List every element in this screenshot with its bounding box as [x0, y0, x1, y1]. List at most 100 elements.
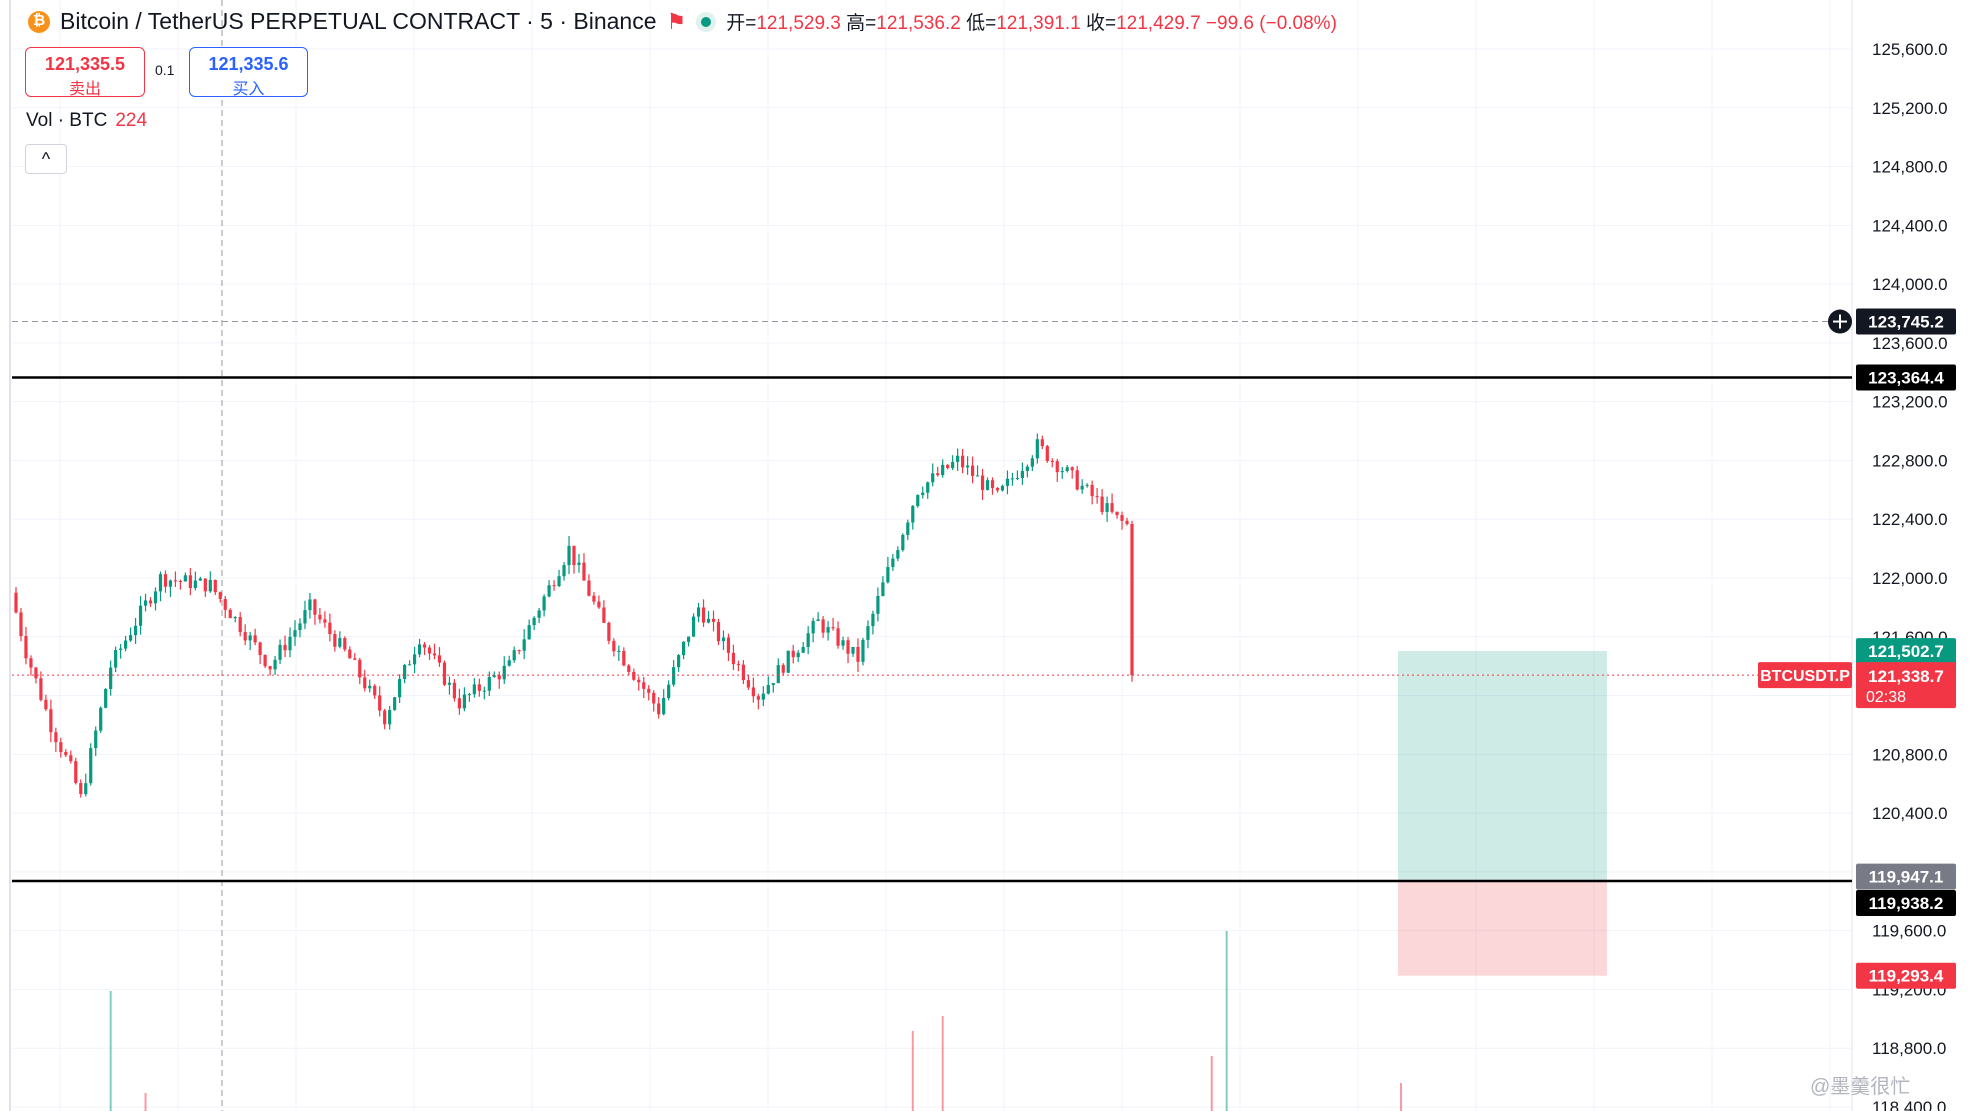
candle-body [1115, 511, 1119, 516]
candle-body [398, 679, 402, 698]
candle-body [318, 614, 322, 620]
price-tick-label: 123,200.0 [1872, 393, 1948, 412]
buy-button[interactable]: 121,335.6 买入 [189, 47, 308, 98]
candle-body [308, 599, 312, 611]
candle-body [238, 617, 242, 633]
symbol-title[interactable]: Bitcoin / TetherUS PERPETUAL CONTRACT · … [60, 8, 657, 34]
candle-body [970, 465, 975, 476]
candle-body [806, 633, 810, 648]
candle-body [821, 619, 825, 633]
line-price-label-bg [1856, 364, 1956, 391]
current-price-bg [1856, 662, 1956, 709]
candle-body [826, 627, 830, 633]
candle-body [323, 619, 327, 623]
candle-body [936, 473, 940, 476]
candle-body [268, 666, 272, 670]
candle-body [602, 607, 606, 623]
line-price-label: 123,364.4 [1868, 369, 1944, 388]
candle-body [378, 695, 382, 711]
candle-body [896, 550, 900, 559]
candle-body [921, 492, 925, 496]
candle-body [54, 732, 58, 743]
candle-body [926, 482, 930, 493]
candle-body [1045, 446, 1049, 462]
candle-body [736, 664, 741, 666]
candle-body [1005, 478, 1010, 486]
position-stop-zone [1398, 879, 1607, 976]
candle-body [487, 676, 491, 691]
candle-body [527, 625, 531, 640]
candle-body [427, 647, 432, 654]
candle-body [417, 644, 422, 655]
price-tick-label: 122,000.0 [1872, 569, 1948, 588]
candle-body [253, 635, 257, 643]
candle-body [14, 592, 18, 613]
candle-body [34, 667, 38, 679]
candle-body [74, 761, 78, 783]
candle-body [951, 461, 955, 469]
candle-body [1015, 478, 1020, 480]
candle-body [741, 664, 745, 681]
candle-body [667, 684, 671, 699]
candle-body [258, 642, 262, 655]
stop-price-label-bg [1856, 962, 1956, 989]
candle-body [338, 638, 342, 647]
crosshair-price-label-bg [1856, 308, 1956, 335]
candle-body [124, 640, 128, 649]
candle-body [39, 678, 43, 700]
price-tick-label: 124,000.0 [1872, 275, 1948, 294]
candle-body [512, 650, 516, 661]
candle-body [403, 664, 407, 680]
candle-body [104, 689, 108, 708]
candle-body [24, 636, 28, 659]
candle-body [522, 639, 526, 651]
candle-body [721, 637, 726, 642]
candle-body [627, 665, 631, 672]
price-tick-label: 125,200.0 [1872, 99, 1948, 118]
candle-body [1130, 523, 1134, 676]
candle-body [89, 748, 93, 784]
candle-body [1080, 485, 1084, 490]
candle-body [1065, 467, 1069, 472]
candle-body [1110, 503, 1114, 512]
candle-body [313, 599, 317, 615]
stop-price-label: 119,293.4 [1869, 967, 1944, 986]
candle-body [462, 694, 466, 709]
candle-body [447, 682, 452, 685]
ohlc-values: 开=121,529.3 高=121,536.2 低=121,391.1 收=12… [726, 13, 1337, 34]
candle-body [701, 607, 706, 623]
candle-body [158, 574, 163, 592]
candle-body [1040, 439, 1044, 447]
candle-body [985, 480, 990, 490]
candle-body [143, 600, 148, 606]
candle-body [109, 667, 113, 690]
flag-icon[interactable]: ⚑ [666, 8, 687, 34]
candle-body [293, 630, 297, 637]
candle-body [437, 655, 442, 663]
candle-body [457, 698, 462, 709]
candle-body [995, 487, 1000, 491]
sell-button[interactable]: 121,335.5 卖出 [25, 47, 145, 98]
target-price-label: 121,502.7 [1868, 642, 1944, 661]
candle-body [393, 697, 397, 711]
candle-body [193, 580, 197, 588]
candle-body [731, 652, 736, 665]
candle-body [831, 627, 835, 629]
candle-body [223, 599, 227, 610]
candle-body [128, 635, 133, 641]
symbol-tag: BTCUSDT.P [1760, 668, 1850, 685]
candle-body [208, 580, 212, 592]
candle-body [597, 601, 601, 608]
price-tick-label: 119,600.0 [1872, 922, 1946, 941]
candle-body [153, 591, 158, 604]
candle-body [198, 578, 202, 581]
candle-body [617, 650, 621, 652]
collapse-button[interactable]: ^ [25, 144, 67, 174]
chart-legend: Bitcoin / TetherUS PERPETUAL CONTRACT · … [28, 8, 1337, 35]
symbol-tag-bg [1758, 662, 1852, 689]
candle-body [836, 628, 840, 646]
crosshair-price-label: 123,745.2 [1868, 313, 1944, 332]
price-tick-label: 124,800.0 [1872, 158, 1948, 177]
candle-body [746, 680, 750, 688]
